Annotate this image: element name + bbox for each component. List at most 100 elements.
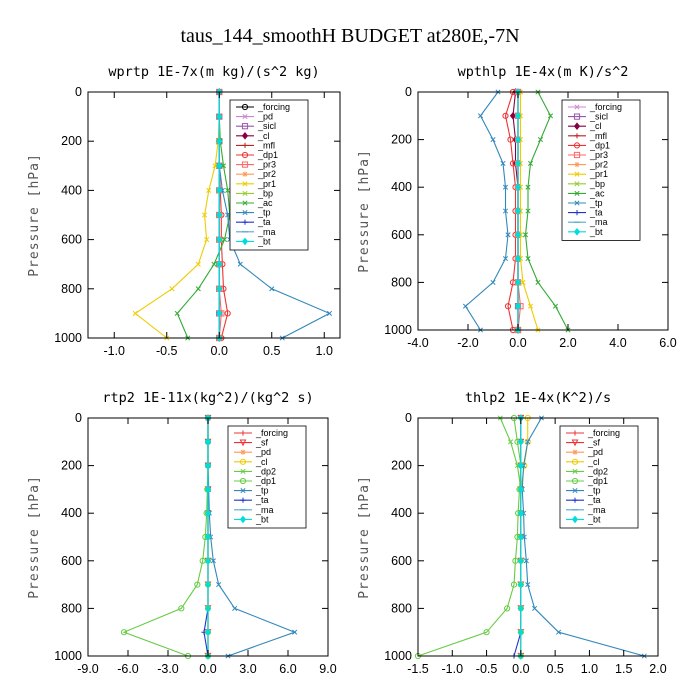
data-point — [522, 232, 529, 238]
y-tick-label: 200 — [61, 134, 82, 148]
legend-marker — [240, 430, 246, 436]
legend-entry: _ta — [255, 495, 269, 505]
legend-marker — [573, 113, 581, 120]
legend-entry: _dp1 — [257, 150, 278, 160]
y-axis-label: Pressure [hPa] — [27, 153, 42, 277]
series-line — [417, 417, 522, 657]
data-point — [514, 111, 522, 120]
legend-marker — [242, 114, 248, 120]
series-bt — [216, 88, 223, 342]
data-point — [556, 629, 562, 635]
panel-title: wpthlp 1E-4x(m K)/s^2 — [458, 64, 629, 80]
data-point — [514, 254, 522, 263]
legend-entry: _ma — [257, 227, 276, 237]
data-point — [204, 533, 212, 541]
legend-entry: _sicl — [589, 112, 608, 122]
legend-marker — [574, 210, 580, 216]
legend-marker — [242, 200, 248, 206]
data-point — [532, 605, 538, 611]
legend-entry: _mfl — [257, 140, 275, 150]
series-pr1 — [517, 89, 541, 333]
y-tick-label: 600 — [391, 228, 412, 242]
legend-entry: _bp — [257, 188, 273, 198]
data-point — [216, 211, 223, 219]
legend-box — [561, 99, 641, 241]
series-bt — [204, 414, 212, 660]
legend-entry: _dp2 — [587, 466, 608, 476]
data-point — [195, 286, 201, 292]
legend-entry: _cl — [255, 457, 268, 467]
data-point — [326, 310, 333, 316]
x-tick-label: 0.0 — [512, 662, 529, 676]
x-tick-label: -1.0 — [103, 344, 125, 358]
panel-title: rtp2 1E-11x(kg^2)/(kg^2 s) — [102, 390, 313, 406]
legend-marker — [573, 142, 581, 149]
data-point — [520, 279, 526, 285]
legend-entry: _forcing — [255, 428, 288, 438]
legend-marker — [240, 449, 246, 455]
data-point — [502, 256, 509, 262]
data-point — [216, 309, 223, 318]
legend-entry: _sf — [587, 438, 601, 448]
legend-marker — [241, 123, 249, 130]
data-point — [204, 580, 212, 589]
legend-entry: _tp — [257, 208, 271, 218]
y-tick-label: 1000 — [384, 323, 412, 337]
x-tick-label: 9.0 — [319, 662, 336, 676]
y-axis-label: Pressure [hPa] — [27, 475, 42, 599]
data-point — [517, 533, 524, 541]
series-bt — [514, 88, 522, 334]
legend-entry: _forcing — [257, 102, 290, 112]
legend-entry: _pr2 — [589, 160, 608, 170]
data-point — [120, 629, 128, 636]
legend-marker — [241, 131, 249, 140]
legend-marker — [574, 190, 580, 196]
legend-entry: _pd — [257, 112, 273, 122]
data-point — [204, 485, 212, 494]
legend-marker — [241, 151, 249, 159]
data-point — [508, 439, 514, 445]
data-point — [237, 261, 243, 267]
legend-marker — [239, 439, 247, 447]
data-point — [216, 186, 223, 195]
y-tick-label: 200 — [391, 133, 412, 147]
series-pr1 — [132, 89, 222, 341]
legend-marker — [574, 200, 580, 206]
x-tick-label: 0.0 — [211, 344, 228, 358]
legend-marker — [571, 477, 579, 485]
legend-marker — [573, 151, 581, 159]
legend-entry: _pd — [255, 447, 271, 457]
y-tick-label: 800 — [61, 601, 82, 615]
data-point — [490, 137, 496, 143]
x-tick-label: -1.0 — [442, 662, 464, 676]
legend-marker — [241, 161, 249, 168]
figure-title: taus_144_smoothH BUDGET at280E,-7N — [180, 25, 519, 47]
legend-entry: _ma — [255, 505, 274, 515]
legend-marker — [242, 210, 248, 216]
x-tick-label: -3.0 — [157, 662, 179, 676]
legend-marker — [572, 488, 578, 494]
data-point — [216, 112, 223, 121]
data-point — [525, 184, 531, 190]
legend-entry: _ma — [589, 217, 608, 227]
data-point — [505, 232, 511, 238]
data-point — [477, 113, 484, 119]
data-point — [292, 629, 298, 635]
data-point — [502, 184, 509, 190]
legend-entry: _tp — [589, 198, 603, 208]
legend-entry: _pr2 — [257, 169, 276, 179]
legend-entry: _bt — [257, 236, 271, 246]
y-tick-label: 600 — [61, 554, 82, 568]
legend-entry: _pr3 — [589, 150, 608, 160]
legend-marker — [242, 190, 248, 196]
legend-entry: _ta — [257, 217, 271, 227]
plot-frame — [87, 91, 341, 339]
legend-marker — [240, 488, 246, 494]
data-point — [517, 604, 524, 613]
legend-marker — [241, 103, 249, 111]
y-tick-label: 600 — [61, 233, 82, 247]
data-point — [490, 279, 496, 285]
y-tick-label: 200 — [61, 459, 82, 473]
x-tick-label: 0.0 — [199, 662, 216, 676]
panel-3: rtp2 1E-11x(kg^2)/(kg^2 s) Pressure [hPa]… — [27, 390, 337, 676]
